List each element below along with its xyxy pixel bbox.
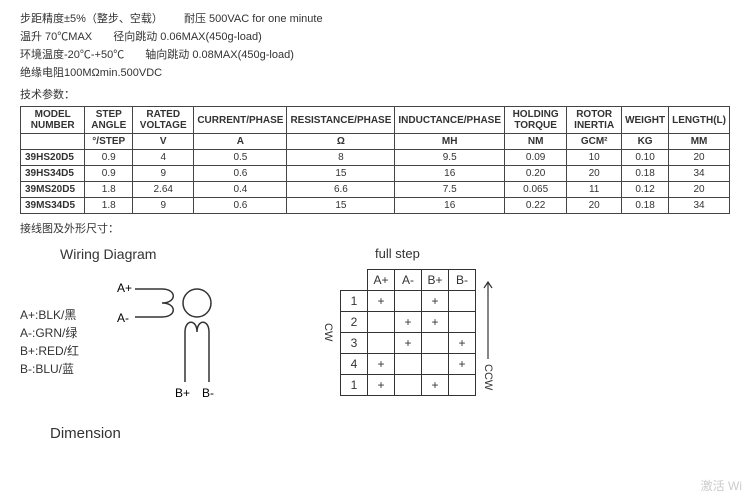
table-cell: 34: [669, 166, 730, 182]
table-cell: 0.10: [622, 150, 669, 166]
table-cell: 0.6: [194, 198, 287, 214]
cw-label: CW: [320, 323, 336, 341]
th-model: MODEL NUMBER: [21, 107, 85, 134]
table-cell: 8: [287, 150, 395, 166]
table-row: 39HS20D50.940.589.50.09100.1020: [21, 150, 730, 166]
svg-text:A-: A-: [117, 311, 129, 325]
svg-text:B+: B+: [175, 386, 190, 400]
table-cell: 0.5: [194, 150, 287, 166]
th-inertia: ROTOR INERTIA: [567, 107, 622, 134]
spec-step-accuracy: 步距精度±5%（整步、空载）: [20, 10, 163, 26]
table-row: 39MS20D51.82.640.46.67.50.065110.1220: [21, 182, 730, 198]
table-cell: 20: [567, 166, 622, 182]
th-length: LENGTH(L): [669, 107, 730, 134]
svg-text:B-: B-: [202, 386, 214, 400]
table-cell: 1.8: [85, 198, 133, 214]
wiring-title: Wiring Diagram: [60, 246, 280, 262]
spec-temp-rise: 温升 70℃MAX: [20, 28, 92, 44]
step-row: 4++: [341, 354, 476, 375]
fullstep-block: full step CW A+ A- B+ B- 1++2++3++4++1++…: [320, 246, 540, 396]
table-cell: 39HS20D5: [21, 150, 85, 166]
table-cell: 0.6: [194, 166, 287, 182]
table-unit-row: °/STEP V A Ω MH NM GCM² KG MM: [21, 134, 730, 150]
spec-line-1: 步距精度±5%（整步、空载） 耐压 500VAC for one minute: [20, 10, 730, 26]
th-resist: RESISTANCE/PHASE: [287, 107, 395, 134]
arrow-up-icon: [481, 274, 495, 364]
th-step: STEP ANGLE: [85, 107, 133, 134]
spec-ambient: 环境温度-20℃-+50℃: [20, 46, 124, 62]
table-cell: 9: [133, 198, 194, 214]
spec-line-2: 温升 70℃MAX 径向跳动 0.06MAX(450g-load): [20, 28, 730, 44]
table-cell: 0.9: [85, 150, 133, 166]
table-cell: 6.6: [287, 182, 395, 198]
step-row: 3++: [341, 333, 476, 354]
ccw-label: CCW: [480, 364, 496, 390]
table-cell: 0.4: [194, 182, 287, 198]
table-cell: 16: [395, 198, 505, 214]
th-torque: HOLDING TORQUE: [505, 107, 567, 134]
th-volt: RATED VOLTAGE: [133, 107, 194, 134]
diagram-area: Wiring Diagram A+:BLK/黑 A-:GRN/绿 B+:RED/…: [20, 246, 730, 407]
table-cell: 16: [395, 166, 505, 182]
table-row: 39MS34D51.890.615160.22200.1834: [21, 198, 730, 214]
wiring-labels: A+:BLK/黑 A-:GRN/绿 B+:RED/红 B-:BLU/蓝: [20, 306, 79, 378]
th-weight: WEIGHT: [622, 107, 669, 134]
spec-line-3: 环境温度-20℃-+50℃ 轴向跳动 0.08MAX(450g-load): [20, 46, 730, 62]
table-cell: 20: [669, 182, 730, 198]
th-current: CURRENT/PHASE: [194, 107, 287, 134]
table-cell: 9.5: [395, 150, 505, 166]
table-cell: 39HS34D5: [21, 166, 85, 182]
table-cell: 11: [567, 182, 622, 198]
table-cell: 0.9: [85, 166, 133, 182]
table-cell: 0.18: [622, 166, 669, 182]
table-row: 39HS34D50.990.615160.20200.1834: [21, 166, 730, 182]
ccw-arrow: CCW: [480, 274, 496, 390]
watermark: 激活 Wi: [701, 477, 742, 494]
table-cell: 2.64: [133, 182, 194, 198]
table-cell: 0.12: [622, 182, 669, 198]
table-header-row: MODEL NUMBER STEP ANGLE RATED VOLTAGE CU…: [21, 107, 730, 134]
wiring-block: Wiring Diagram A+:BLK/黑 A-:GRN/绿 B+:RED/…: [20, 246, 280, 407]
table-cell: 0.065: [505, 182, 567, 198]
th-induct: INDUCTANCE/PHASE: [395, 107, 505, 134]
tech-param-label: 技术参数：: [20, 86, 730, 102]
step-row: 2++: [341, 312, 476, 333]
svg-text:A+: A+: [117, 281, 132, 295]
spec-dielectric: 耐压 500VAC for one minute: [184, 10, 323, 26]
spec-table: MODEL NUMBER STEP ANGLE RATED VOLTAGE CU…: [20, 106, 730, 214]
spec-radial: 径向跳动 0.06MAX(450g-load): [113, 28, 262, 44]
table-cell: 39MS34D5: [21, 198, 85, 214]
wire-b-plus: B+:RED/红: [20, 342, 79, 360]
fullstep-title: full step: [375, 246, 540, 261]
table-cell: 0.22: [505, 198, 567, 214]
table-cell: 15: [287, 198, 395, 214]
wire-a-plus: A+:BLK/黑: [20, 306, 79, 324]
wire-a-minus: A-:GRN/绿: [20, 324, 79, 342]
table-cell: 7.5: [395, 182, 505, 198]
wiring-dim-label: 接线图及外形尺寸：: [20, 220, 730, 236]
table-cell: 0.20: [505, 166, 567, 182]
fullstep-table: A+ A- B+ B- 1++2++3++4++1++: [340, 269, 476, 396]
table-cell: 20: [567, 198, 622, 214]
table-cell: 9: [133, 166, 194, 182]
spec-axial: 轴向跳动 0.08MAX(450g-load): [145, 46, 294, 62]
table-cell: 39MS20D5: [21, 182, 85, 198]
wiring-diagram-icon: A+ A- B+ B-: [87, 277, 237, 407]
table-cell: 15: [287, 166, 395, 182]
spec-insulation: 绝缘电阻100MΩmin.500VDC: [20, 64, 162, 80]
step-row: 1++: [341, 375, 476, 396]
table-cell: 34: [669, 198, 730, 214]
table-cell: 1.8: [85, 182, 133, 198]
table-cell: 0.18: [622, 198, 669, 214]
table-cell: 20: [669, 150, 730, 166]
spec-line-4: 绝缘电阻100MΩmin.500VDC: [20, 64, 730, 80]
table-cell: 10: [567, 150, 622, 166]
dimension-title: Dimension: [50, 425, 730, 442]
wire-b-minus: B-:BLU/蓝: [20, 360, 79, 378]
table-cell: 4: [133, 150, 194, 166]
table-cell: 0.09: [505, 150, 567, 166]
step-row: 1++: [341, 291, 476, 312]
